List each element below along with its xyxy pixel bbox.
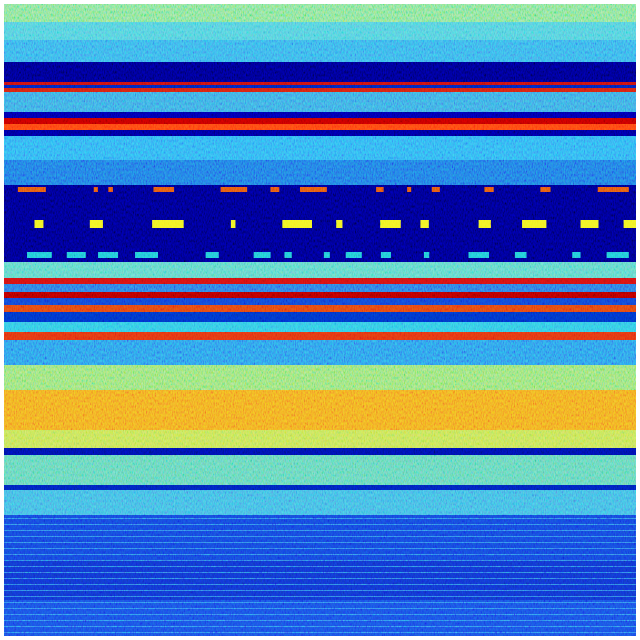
noise-texture xyxy=(4,4,636,636)
